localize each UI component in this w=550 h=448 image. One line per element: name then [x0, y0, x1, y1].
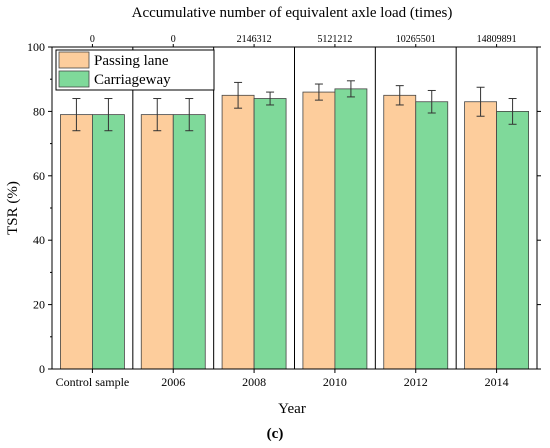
bar	[496, 111, 529, 370]
top-tick-labels: 0 0 2146312 5121212 10265501 14809891	[90, 34, 517, 47]
bar	[92, 114, 125, 370]
bar	[221, 94, 255, 370]
x-tick-label: 2010	[323, 375, 347, 389]
top-tick-label: 14809891	[477, 34, 517, 45]
x-axis-title: Year	[278, 401, 306, 417]
x-tick-label: 2008	[242, 375, 266, 389]
y-tick-label: 20	[33, 298, 45, 312]
y-tick-label: 40	[33, 233, 45, 247]
bar	[464, 101, 497, 370]
figure-caption: (c)	[267, 426, 284, 442]
x-axis: Control sample 2006 2008 2010 2012 2014	[56, 369, 509, 389]
legend-label: Passing lane	[94, 53, 169, 69]
y-axis: 0 20 40 60 80 100	[27, 40, 541, 376]
bar	[172, 114, 206, 370]
legend-swatch	[58, 70, 90, 88]
bar	[415, 101, 449, 370]
y-tick-label: 0	[39, 362, 45, 376]
error-bars	[72, 80, 517, 132]
bars	[60, 88, 529, 370]
top-tick-label: 2146312	[237, 34, 272, 45]
y-axis-title: TSR (%)	[5, 181, 21, 235]
x-tick-label: 2006	[161, 375, 185, 389]
legend-label: Carriageway	[94, 72, 171, 88]
x-tick-label: 2012	[404, 375, 428, 389]
y-tick-label: 100	[27, 40, 45, 54]
category-dividers	[132, 47, 457, 369]
y-tick-label: 80	[33, 104, 45, 118]
bar	[302, 91, 336, 370]
bar	[253, 98, 287, 370]
top-tick-label: 5121212	[317, 34, 352, 45]
x-tick-label: 2014	[485, 375, 509, 389]
bar	[383, 94, 417, 370]
legend-swatch	[58, 51, 90, 69]
bar	[334, 88, 368, 370]
x-tick-label: Control sample	[56, 375, 130, 389]
bar	[60, 114, 93, 370]
top-tick-label: 0	[171, 34, 176, 45]
top-tick-label: 0	[90, 34, 95, 45]
legend: Passing lane Carriageway	[55, 49, 215, 91]
top-axis-title: Accumulative number of equivalent axle l…	[132, 5, 453, 21]
bar	[140, 114, 174, 370]
y-tick-label: 60	[33, 169, 45, 183]
top-tick-label: 10265501	[396, 34, 436, 45]
